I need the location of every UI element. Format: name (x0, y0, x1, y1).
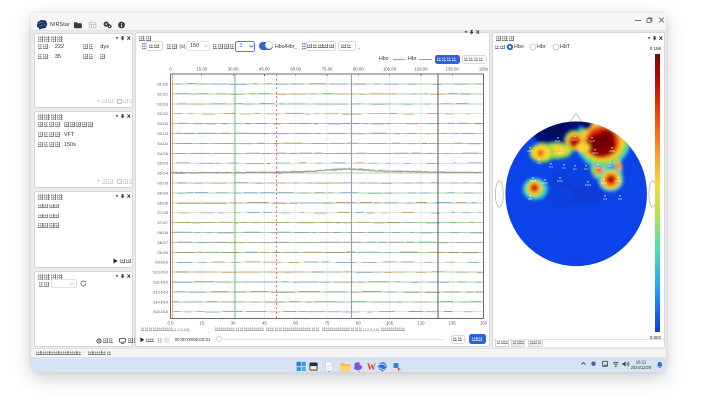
svg-text:S1-D2: S1-D2 (157, 83, 168, 87)
svg-text:S10-D10: S10-D10 (153, 271, 168, 275)
svg-text:30: 30 (231, 321, 236, 326)
svg-text:S6-D6: S6-D6 (157, 201, 168, 205)
svg-text:120: 120 (417, 321, 425, 326)
svg-text:S11-D10: S11-D10 (153, 281, 168, 285)
svg-text:S5-D6: S5-D6 (157, 182, 168, 186)
svg-text:45: 45 (262, 321, 267, 326)
svg-text:S14-D14: S14-D14 (153, 300, 168, 304)
svg-text:AF8: AF8 (609, 149, 615, 153)
svg-text:S8-D6: S8-D6 (157, 231, 168, 235)
svg-text:F2: F2 (584, 167, 588, 171)
svg-text:S3-D4: S3-D4 (157, 132, 168, 136)
svg-text:S5-D3: S5-D3 (157, 162, 168, 166)
svg-text:0.0: 0.0 (168, 321, 175, 326)
svg-text:AF4: AF4 (592, 151, 598, 155)
svg-text:90: 90 (356, 321, 361, 326)
svg-text:AF7: AF7 (527, 149, 533, 153)
svg-text:18:11: 18:11 (636, 359, 647, 364)
svg-text:120.00: 120.00 (414, 67, 428, 72)
svg-text:FC5: FC5 (530, 179, 536, 183)
svg-text:60: 60 (293, 321, 298, 326)
svg-text:S13-D14: S13-D14 (153, 290, 168, 294)
svg-text:F1: F1 (562, 166, 566, 170)
svg-text:F6: F6 (608, 164, 612, 168)
svg-text:S16-D16: S16-D16 (153, 310, 168, 314)
svg-text:FC1: FC1 (557, 179, 563, 183)
svg-text:C4: C4 (603, 197, 607, 201)
svg-text:FC4: FC4 (601, 181, 607, 185)
svg-text:Fpz: Fpz (572, 138, 578, 142)
svg-text:W: W (367, 362, 376, 372)
svg-text:60.00: 60.00 (290, 67, 301, 72)
svg-text:F4: F4 (596, 166, 600, 170)
svg-text:0.156: 0.156 (650, 46, 662, 51)
svg-text:S3-D3: S3-D3 (157, 122, 168, 126)
svg-text:S4-D2: S4-D2 (157, 142, 168, 146)
svg-text:45.00: 45.00 (259, 67, 270, 72)
svg-text:150s: 150s (479, 67, 488, 72)
svg-text:S7-D5: S7-D5 (157, 211, 168, 215)
svg-text:75.00: 75.00 (322, 67, 333, 72)
svg-text:135: 135 (449, 321, 457, 326)
svg-text:C5: C5 (528, 197, 532, 201)
svg-text:15.00: 15.00 (196, 67, 207, 72)
svg-text:C6: C6 (618, 197, 622, 201)
svg-text:135.00: 135.00 (446, 67, 460, 72)
svg-text:90.00: 90.00 (353, 67, 364, 72)
svg-text:105.00: 105.00 (383, 67, 397, 72)
svg-text:S9-D9: S9-D9 (157, 251, 168, 255)
svg-text:15: 15 (199, 321, 204, 326)
svg-text:S6-D4: S6-D4 (157, 191, 168, 195)
svg-text:30.00: 30.00 (228, 67, 239, 72)
svg-text:S4-D5: S4-D5 (157, 152, 168, 156)
svg-text:FC3: FC3 (542, 181, 548, 185)
svg-text:S8-D7: S8-D7 (157, 241, 168, 245)
svg-text:75: 75 (325, 321, 330, 326)
svg-text:Fp2: Fp2 (589, 139, 595, 143)
svg-text:S7-D7: S7-D7 (157, 221, 168, 225)
svg-text:Fz: Fz (573, 167, 577, 171)
svg-text:AF3: AF3 (558, 151, 564, 155)
svg-text:S2-D3: S2-D3 (157, 102, 168, 106)
svg-text:2024/12/29: 2024/12/29 (631, 364, 652, 369)
svg-text:0: 0 (169, 67, 172, 72)
svg-text:F5: F5 (537, 161, 541, 165)
svg-text:0.002: 0.002 (650, 335, 662, 340)
svg-text:F3: F3 (549, 165, 553, 169)
svg-text:S5-D4: S5-D4 (157, 172, 168, 176)
svg-text:FC2: FC2 (585, 183, 591, 187)
svg-text:S9-D10: S9-D10 (155, 261, 168, 265)
svg-text:FC6: FC6 (615, 179, 621, 183)
svg-text:105: 105 (386, 321, 394, 326)
svg-text:150: 150 (480, 321, 488, 326)
svg-text:Fp1: Fp1 (555, 139, 561, 143)
svg-text:S2-D1: S2-D1 (157, 92, 168, 96)
svg-text:S3-D2: S3-D2 (157, 112, 168, 116)
